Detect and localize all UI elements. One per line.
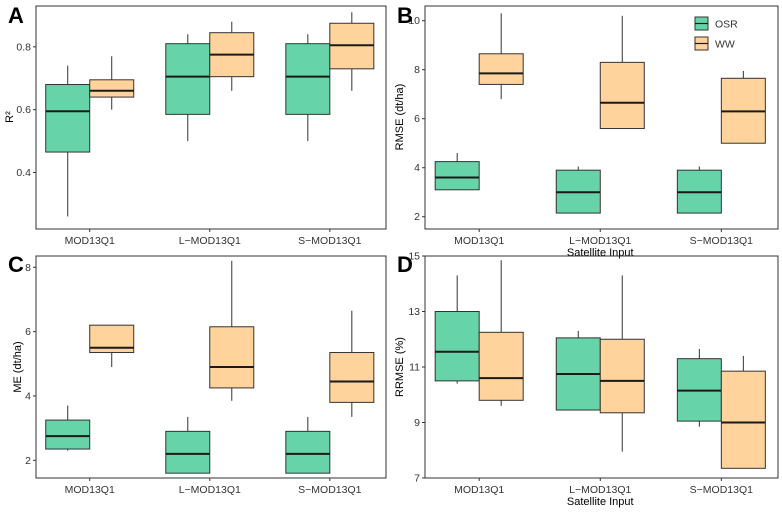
- box-body: [209, 326, 255, 389]
- box-osr-2: [165, 34, 211, 142]
- box-body: [165, 43, 211, 115]
- y-tick-label: 9: [414, 417, 420, 429]
- box-ww-2: [209, 260, 255, 401]
- box-body: [45, 419, 91, 450]
- x-tick-label: L−MOD13Q1: [569, 235, 631, 247]
- box-osr-2: [555, 166, 601, 214]
- x-tick-label: L−MOD13Q1: [179, 235, 241, 247]
- x-tick-label: S−MOD13Q1: [690, 484, 753, 496]
- box-osr-1: [434, 275, 480, 384]
- y-tick-label: 11: [409, 362, 420, 374]
- y-tick-label: 15: [408, 251, 420, 263]
- y-tick-label: 8: [25, 262, 31, 274]
- panel-letter: B: [397, 3, 413, 28]
- box-osr-2: [165, 416, 211, 474]
- box-ww-3: [329, 12, 375, 91]
- y-axis-title: ME (dt/ha): [12, 341, 24, 392]
- panel-letter: D: [397, 252, 413, 277]
- box-ww-3: [329, 310, 375, 417]
- box-osr-1: [434, 153, 480, 191]
- box-body: [478, 53, 524, 85]
- x-tick-label: L−MOD13Q1: [569, 484, 631, 496]
- box-osr-1: [45, 65, 91, 217]
- box-ww-1: [478, 13, 524, 100]
- y-axis-title: RMSE (dt/ha): [394, 84, 406, 151]
- y-axis-title: R²: [4, 111, 16, 123]
- plot-frame: [35, 5, 387, 230]
- box-body: [478, 331, 524, 401]
- panel-b: 2 4 6 8 10 MOD13Q1 L−MOD13Q1 S−MOD13Q1 Satellite…: [394, 3, 779, 259]
- box-osr-1: [45, 405, 91, 451]
- box-body: [434, 311, 480, 382]
- box-osr-3: [285, 416, 331, 474]
- y-tick-label: 6: [25, 326, 31, 338]
- y-tick-label: 4: [25, 390, 31, 402]
- y-tick-label: 6: [414, 113, 420, 125]
- y-tick-label: 4: [414, 162, 420, 174]
- box-body: [434, 161, 480, 191]
- box-ww-2: [599, 275, 645, 452]
- panel-a: 0.4 0.6 0.8 MOD13Q1 L−MOD13Q1 S−MOD13Q1 R² A: [4, 3, 387, 247]
- y-tick-label: 10: [408, 15, 420, 27]
- x-tick-label: L−MOD13Q1: [179, 484, 241, 496]
- plot-frame: [35, 255, 387, 479]
- box-osr-3: [676, 348, 722, 427]
- y-tick-label: 8: [414, 64, 420, 76]
- panel-c: 2 4 6 8 MOD13Q1 L−MOD13Q1 S−MOD13Q1 ME (dt/ha) C: [8, 252, 387, 496]
- x-tick-label: S−MOD13Q1: [690, 235, 753, 247]
- box-body: [89, 79, 135, 98]
- x-tick-label: S−MOD13Q1: [298, 235, 361, 247]
- x-axis-title: Satellite Input: [567, 496, 634, 508]
- y-tick-label: 0.4: [16, 167, 31, 179]
- y-tick-label: 7: [414, 473, 420, 485]
- panel-d: 7 9 11 13 15 MOD13Q1 L−MOD13Q1 S−MOD13Q1 Satelli…: [394, 251, 779, 508]
- box-ww-1: [89, 56, 135, 110]
- x-tick-label: MOD13Q1: [65, 235, 115, 247]
- legend-label-ww: WW: [715, 39, 735, 51]
- panel-letter: C: [8, 252, 24, 277]
- box-body: [45, 84, 91, 153]
- box-ww-3: [720, 355, 766, 469]
- legend-label-osr: OSR: [715, 19, 738, 31]
- box-ww-1: [478, 260, 524, 406]
- y-tick-label: 0.6: [16, 104, 31, 116]
- y-tick-label: 2: [414, 211, 420, 223]
- box-body: [165, 430, 211, 474]
- box-body: [599, 61, 645, 130]
- box-body: [285, 43, 331, 115]
- legend: OSR WW: [694, 16, 738, 51]
- box-ww-3: [720, 70, 766, 144]
- x-axis-title: Satellite Input: [567, 247, 634, 259]
- y-axis-title: RRMSE (%): [394, 337, 406, 397]
- panel-letter: A: [8, 3, 24, 28]
- box-body: [329, 352, 375, 403]
- plot-frame: [424, 5, 779, 230]
- y-tick-label: 13: [408, 306, 420, 318]
- box-ww-2: [209, 21, 255, 91]
- y-tick-label: 0.8: [16, 41, 31, 53]
- box-ww-2: [599, 15, 645, 130]
- y-tick-label: 2: [25, 455, 31, 467]
- x-tick-label: MOD13Q1: [454, 235, 504, 247]
- box-osr-3: [676, 166, 722, 214]
- x-tick-label: MOD13Q1: [454, 484, 504, 496]
- box-osr-2: [555, 330, 601, 411]
- box-body: [285, 430, 331, 474]
- x-tick-label: MOD13Q1: [65, 484, 115, 496]
- x-tick-label: S−MOD13Q1: [298, 484, 361, 496]
- box-ww-1: [89, 324, 135, 367]
- box-body: [720, 370, 766, 469]
- box-osr-3: [285, 34, 331, 142]
- box-body: [599, 338, 645, 414]
